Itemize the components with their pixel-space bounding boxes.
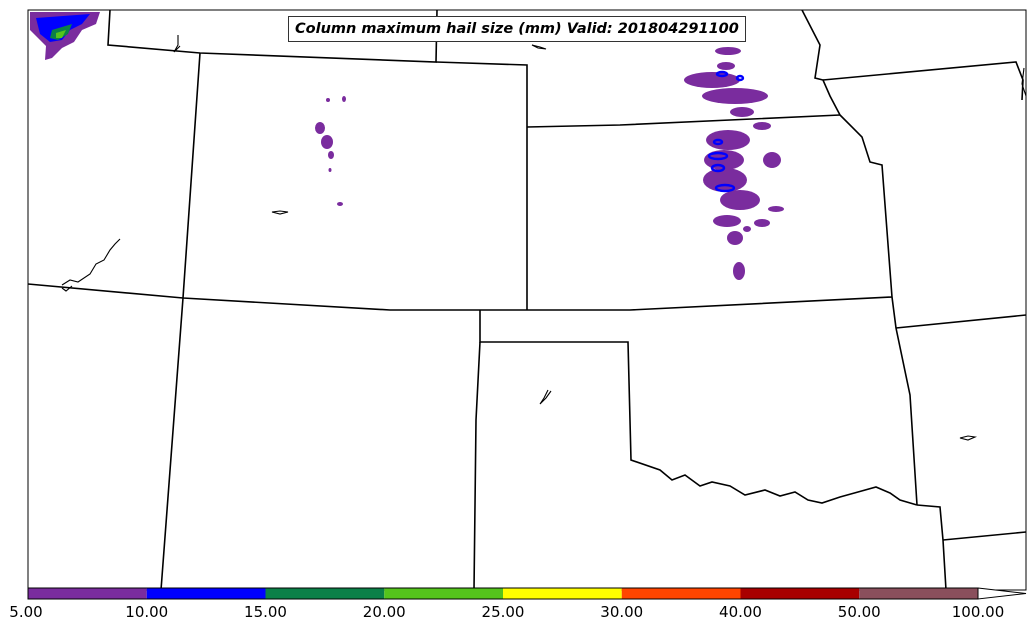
colorbar-tick-label: 20.00 [362,603,406,621]
missouri-oklahoma-border [891,296,918,506]
hail-cluster-northwest [30,12,100,60]
colorbar-segment [146,588,266,599]
new-mexico-texas-border [473,341,481,591]
colorbar [27,587,1027,600]
colorbar-tick-label: 30.00 [600,603,644,621]
great-salt-lake-outline [61,238,121,286]
lake-fragment-2 [173,35,181,53]
nebraska-iowa-border [801,9,841,116]
arkansas-louisiana-border [942,531,1027,541]
colorbar-tick-label: 40.00 [719,603,762,621]
missouri-arkansas-border [895,314,1027,329]
river-fragment [1021,67,1027,97]
colorbar-segment [859,588,978,599]
colorbar-tick-label: 100.00 [951,603,1005,621]
hail-contours [30,12,784,280]
colorado-kansas-south-border [27,283,893,311]
lake-fragment [61,285,73,292]
colorbar-tick-label: 25.00 [481,603,525,621]
colorbar-tick-label: 10.00 [125,603,169,621]
colorbar-tick-label: 50.00 [837,603,881,621]
colorbar-segment [503,588,622,599]
colorbar-segment [28,588,147,599]
colorbar-tick-label: 15.00 [244,603,287,621]
texas-louisiana-border [916,504,947,591]
colorbar-segment [384,588,503,599]
colorbar-segment [621,588,741,599]
oklahoma-texas-border [479,310,918,506]
lake-outline [531,44,547,50]
state-boundaries [27,9,1027,591]
colorbar-tick-label: 5.00 [9,603,43,621]
colorbar-outline [27,587,979,600]
hail-cells-colorado [315,96,346,206]
water-bodies [61,35,1027,441]
kansas-nebraska-border [526,114,841,128]
iowa-missouri-border [822,61,1024,101]
kansas-missouri-border [839,114,893,298]
hail-band-kansas-blue [707,70,745,193]
nebraska-colorado-border [435,61,528,310]
colorbar-segment [740,588,860,599]
lake-outline-ar [959,435,978,441]
reservoir-outline [271,210,289,215]
map-title: Column maximum hail size (mm) Valid: 201… [288,16,746,42]
lake-outline-nm [539,389,552,405]
colorbar-segment [265,588,385,599]
